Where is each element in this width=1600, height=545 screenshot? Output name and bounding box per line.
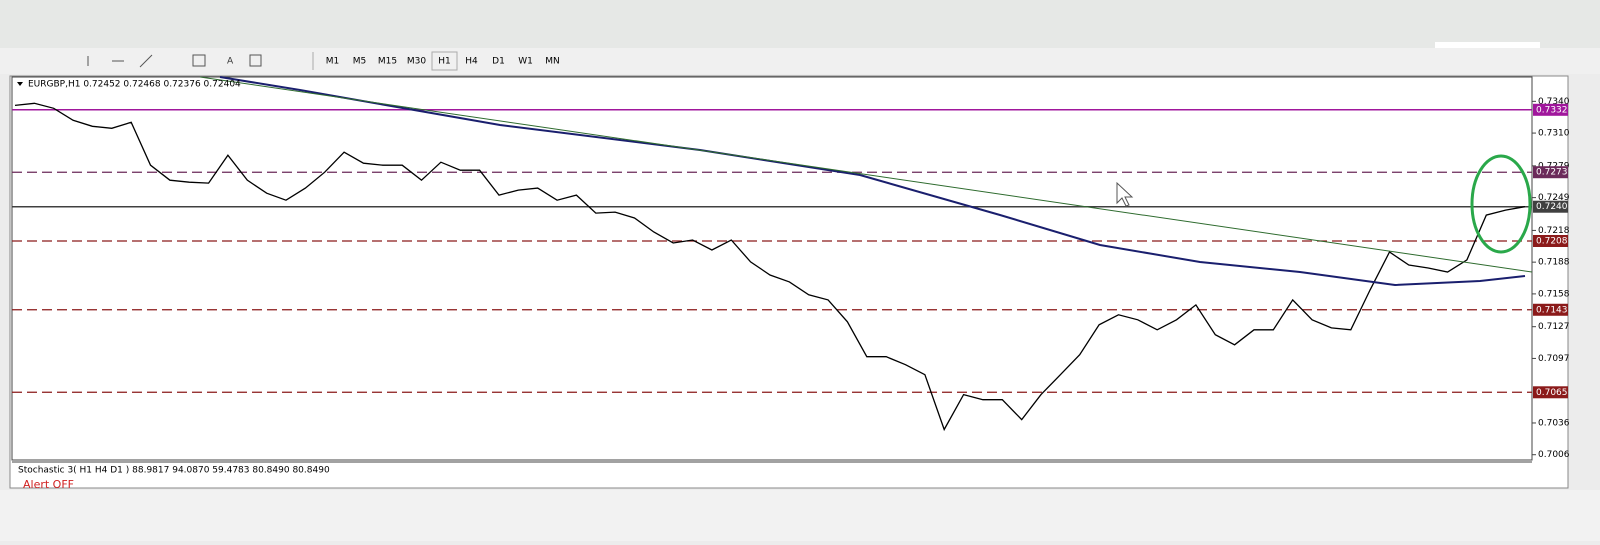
drawing-tools: A xyxy=(87,52,314,70)
timeframe-group: M1 M5 M15 M30 H1 H4 D1 W1 MN xyxy=(320,51,565,71)
cursor xyxy=(1116,181,1134,207)
price-level-label: 0.7332 xyxy=(1536,105,1568,115)
price-level-tag xyxy=(1533,234,1568,247)
search-box xyxy=(1435,42,1540,48)
chart-header: EURGBP,H1 0.72452 0.72468 0.72376 0.7240… xyxy=(28,80,241,90)
plot-area xyxy=(11,76,1533,461)
highlight-ellipse xyxy=(1470,154,1532,254)
trend-line xyxy=(199,76,1533,273)
y-tick-label: 0.7340 xyxy=(1538,97,1570,107)
svg-text:A: A xyxy=(227,57,234,67)
timeframe-label[interactable]: M15 xyxy=(378,57,397,67)
timeframe-label[interactable]: M1 xyxy=(326,57,340,67)
price-level-label: 0.7143 xyxy=(1536,305,1568,315)
price-level-tag xyxy=(1533,166,1568,179)
price-line xyxy=(14,102,1526,432)
price-level-label: 0.7065 xyxy=(1536,388,1568,398)
y-tick-label: 0.7097 xyxy=(1538,354,1570,364)
price-level-tag xyxy=(1533,303,1568,316)
y-tick-label: 0.7249 xyxy=(1538,193,1570,203)
price-level-tag xyxy=(1533,386,1568,399)
timeframe-button[interactable] xyxy=(486,52,511,70)
y-tick-label: 0.7127 xyxy=(1538,322,1570,332)
y-tick-label: 0.7036 xyxy=(1538,418,1570,428)
moving-average xyxy=(219,76,1526,287)
collapse-arrow xyxy=(17,82,23,86)
bottom-area xyxy=(0,490,1600,541)
price-level-label: 0.7208 xyxy=(1536,236,1568,246)
timeframe-label[interactable]: MN xyxy=(545,57,560,67)
timeframe-label[interactable]: H1 xyxy=(438,57,451,67)
timeframe-button[interactable] xyxy=(459,52,484,70)
timeframe-button[interactable] xyxy=(540,52,565,70)
timeframe-label[interactable]: D1 xyxy=(492,57,505,67)
timeframe-button[interactable] xyxy=(431,51,458,71)
timeframe-label[interactable]: M30 xyxy=(407,57,426,67)
indicator-title: Stochastic 3( H1 H4 D1 ) 88.9817 94.0870… xyxy=(18,466,330,476)
timeframe-label[interactable]: M5 xyxy=(353,57,367,67)
timeframe-button[interactable] xyxy=(513,52,538,70)
price-level-label: 0.7240 xyxy=(1536,202,1568,212)
timeframe-button[interactable] xyxy=(374,52,401,70)
alert-status: Alert OFF xyxy=(23,478,74,491)
timeframe-label[interactable]: H4 xyxy=(465,57,478,67)
toolbar xyxy=(0,48,1600,74)
price-level-tag xyxy=(1533,103,1568,116)
y-tick-label: 0.7218 xyxy=(1538,226,1570,236)
y-tick-label: 0.7006 xyxy=(1538,450,1570,460)
menu-bar xyxy=(0,0,1600,48)
timeframe-button[interactable] xyxy=(347,52,372,70)
y-tick-label: 0.7310 xyxy=(1538,129,1570,139)
plot: 0.73400.73100.72790.72490.72180.71880.71… xyxy=(12,97,1570,460)
price-level-label: 0.7273 xyxy=(1536,168,1568,178)
timeframe-button[interactable] xyxy=(403,52,430,70)
y-tick-label: 0.7158 xyxy=(1538,289,1570,299)
timeframe-button[interactable] xyxy=(320,52,345,70)
y-tick-label: 0.7188 xyxy=(1538,258,1570,268)
price-level-tag xyxy=(1533,200,1568,213)
timeframe-label[interactable]: W1 xyxy=(518,57,533,67)
